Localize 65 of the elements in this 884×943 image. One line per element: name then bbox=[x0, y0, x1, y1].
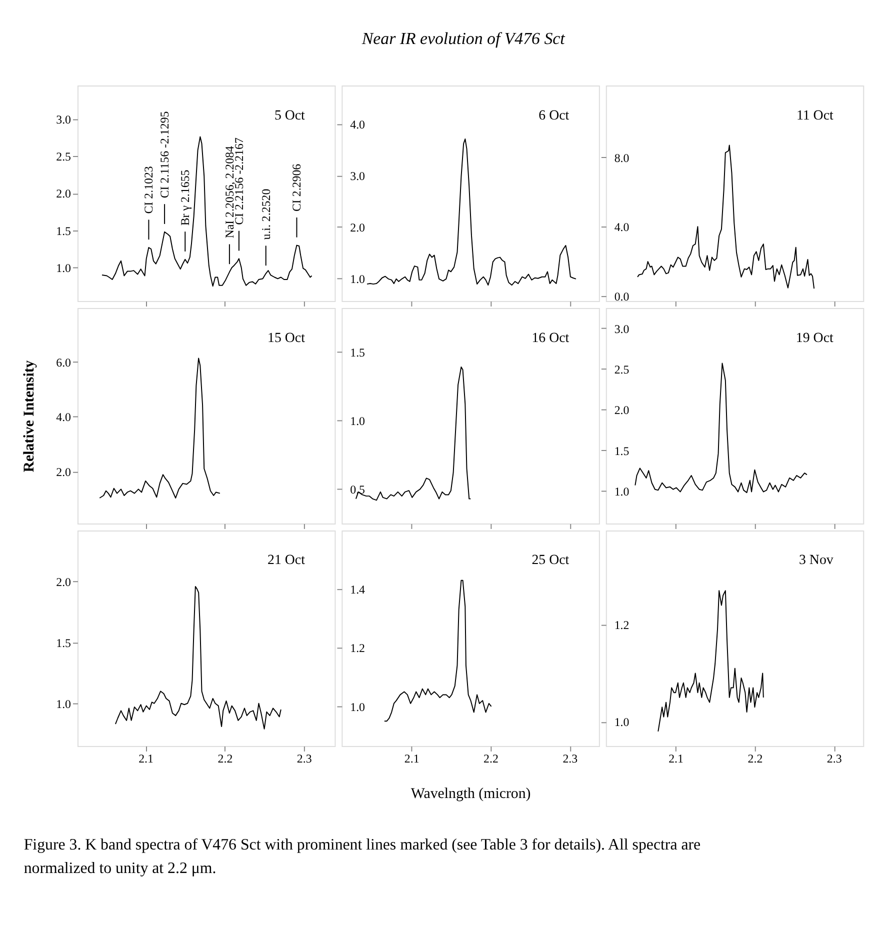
line-series bbox=[366, 138, 576, 286]
y-tick-label: 1.0 bbox=[350, 272, 366, 286]
y-tick-label: 4.0 bbox=[56, 410, 72, 424]
x-tick-label: 2.1 bbox=[138, 751, 154, 766]
x-tick-label: 2.2 bbox=[748, 751, 763, 766]
y-tick-label: 3.0 bbox=[350, 168, 366, 183]
annotation: 5 Oct bbox=[274, 108, 306, 124]
y-tick-label: 1.4 bbox=[350, 582, 366, 597]
x-tick-label: 2.1 bbox=[668, 751, 684, 766]
x-tick-label: 2.3 bbox=[296, 751, 312, 766]
y-tick-label: 1.2 bbox=[614, 618, 630, 632]
line-series bbox=[634, 362, 808, 494]
y-tick-label: 2.5 bbox=[614, 362, 630, 376]
y-tick-label: 2.0 bbox=[56, 186, 72, 201]
y-tick-label: 1.0 bbox=[56, 261, 72, 276]
y-tick-label: 0.0 bbox=[614, 289, 630, 304]
y-tick-label: 6.0 bbox=[56, 355, 72, 370]
annotation: 19 Oct bbox=[796, 330, 834, 346]
annotation: 15 Oct bbox=[268, 330, 306, 346]
x-tick-label: 2.3 bbox=[826, 751, 842, 766]
y-tick-label: 1.0 bbox=[614, 715, 630, 730]
y-tick-label: 1.0 bbox=[56, 696, 72, 711]
annotation: 16 Oct bbox=[532, 330, 570, 346]
y-tick-label: 2.0 bbox=[614, 403, 630, 418]
annotation: 3 Nov bbox=[799, 553, 834, 568]
text: Near IR evolution of V476 Sct bbox=[360, 28, 566, 48]
y-tick-label: 2.0 bbox=[56, 465, 72, 480]
y-axis-title: Relative Intensity bbox=[21, 360, 38, 472]
line-series bbox=[658, 590, 764, 732]
y-tick-label: 1.5 bbox=[56, 224, 72, 238]
x-tick-label: 2.2 bbox=[218, 751, 233, 766]
x-tick-label: 2.1 bbox=[404, 751, 420, 766]
y-tick-label: 2.5 bbox=[56, 150, 72, 164]
y-tick-label: 1.0 bbox=[350, 700, 366, 714]
annotation: CI 2.1156 -2.1295 bbox=[158, 111, 172, 198]
x-axis-title: Wavelngth (micron) bbox=[410, 786, 531, 802]
y-tick-label: 1.5 bbox=[56, 636, 72, 650]
annotation: CI 2.2906 bbox=[290, 164, 304, 212]
x-tick-label: 2.3 bbox=[562, 751, 578, 766]
line-series bbox=[637, 144, 815, 290]
y-tick-label: 1.0 bbox=[614, 484, 630, 498]
y-tick-label: 3.0 bbox=[56, 112, 72, 126]
line-series bbox=[384, 580, 492, 722]
y-tick-label: 4.0 bbox=[350, 118, 366, 132]
y-tick-label: 1.0 bbox=[350, 414, 366, 428]
x-tick-label: 2.2 bbox=[484, 751, 498, 766]
line-series bbox=[99, 358, 220, 498]
y-tick-label: 4.0 bbox=[614, 220, 630, 234]
y-tick-label: 3.0 bbox=[614, 322, 630, 336]
line-series bbox=[114, 586, 282, 730]
y-tick-label: 1.5 bbox=[350, 345, 366, 360]
y-tick-label: 0.5 bbox=[350, 482, 366, 497]
annotation: u.i. 2.2520 bbox=[258, 188, 273, 240]
annotation: 21 Oct bbox=[268, 553, 306, 568]
annotation: 6 Oct bbox=[538, 108, 570, 124]
caption: Figure 3. K band spectra of V476 Sct with prominent lines marked (see Table 3 for details). All spectra are normalized to unity at 2.2 μm. bbox=[24, 836, 701, 878]
y-tick-label: 2.0 bbox=[350, 220, 366, 234]
annotation: Br γ 2.1655 bbox=[178, 170, 192, 226]
y-tick-label: 2.0 bbox=[56, 575, 72, 590]
y-tick-label: 8.0 bbox=[614, 150, 630, 165]
annotation: CI 2.1023 bbox=[142, 166, 156, 214]
annotation: 25 Oct bbox=[532, 553, 570, 568]
y-tick-label: 1.2 bbox=[350, 641, 366, 656]
annotation: 11 Oct bbox=[796, 108, 834, 124]
y-tick-label: 1.5 bbox=[614, 444, 630, 458]
